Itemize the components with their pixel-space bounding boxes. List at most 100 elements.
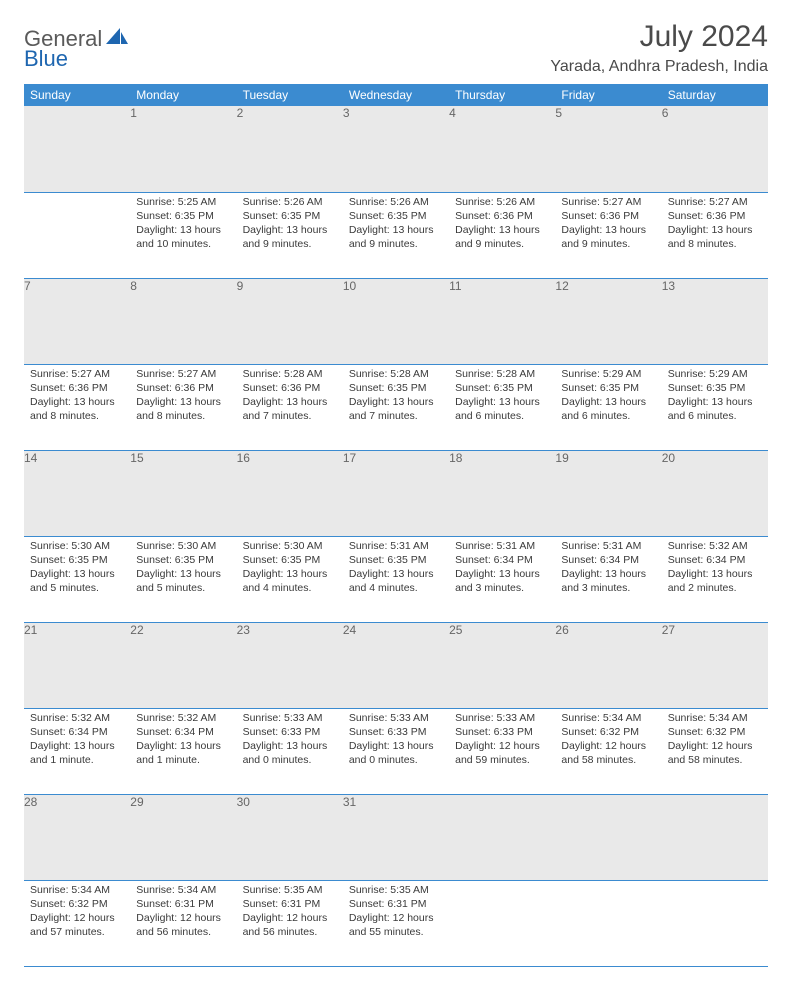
sunset-text: Sunset: 6:32 PM: [30, 897, 124, 911]
day-number: 28: [24, 794, 130, 880]
day-header: Monday: [130, 84, 236, 106]
sunrise-text: Sunrise: 5:34 AM: [30, 883, 124, 897]
daylight-text: Daylight: 13 hours: [243, 567, 337, 581]
day-header: Saturday: [662, 84, 768, 106]
sunset-text: Sunset: 6:36 PM: [668, 209, 762, 223]
sunset-text: Sunset: 6:32 PM: [668, 725, 762, 739]
daylight-text: Daylight: 13 hours: [668, 567, 762, 581]
daylight-text2: and 4 minutes.: [243, 581, 337, 595]
day-content: Sunrise: 5:28 AMSunset: 6:36 PMDaylight:…: [237, 365, 343, 428]
day-content: Sunrise: 5:34 AMSunset: 6:32 PMDaylight:…: [662, 709, 768, 772]
day-number: 12: [555, 278, 661, 364]
day-number: 13: [662, 278, 768, 364]
day-cell: Sunrise: 5:31 AMSunset: 6:35 PMDaylight:…: [343, 536, 449, 622]
day-content: Sunrise: 5:27 AMSunset: 6:36 PMDaylight:…: [662, 193, 768, 256]
day-number: 20: [662, 450, 768, 536]
sunset-text: Sunset: 6:35 PM: [668, 381, 762, 395]
day-cell: Sunrise: 5:29 AMSunset: 6:35 PMDaylight:…: [555, 364, 661, 450]
sunset-text: Sunset: 6:35 PM: [349, 381, 443, 395]
day-number: [449, 794, 555, 880]
sunset-text: Sunset: 6:35 PM: [349, 209, 443, 223]
daylight-text: Daylight: 13 hours: [136, 739, 230, 753]
day-cell: Sunrise: 5:26 AMSunset: 6:35 PMDaylight:…: [237, 192, 343, 278]
sunrise-text: Sunrise: 5:34 AM: [561, 711, 655, 725]
day-number-row: 21222324252627: [24, 622, 768, 708]
daylight-text: Daylight: 13 hours: [668, 395, 762, 409]
sunset-text: Sunset: 6:34 PM: [136, 725, 230, 739]
sunset-text: Sunset: 6:36 PM: [136, 381, 230, 395]
daylight-text: Daylight: 12 hours: [561, 739, 655, 753]
day-number: 24: [343, 622, 449, 708]
sunset-text: Sunset: 6:36 PM: [561, 209, 655, 223]
sunrise-text: Sunrise: 5:25 AM: [136, 195, 230, 209]
day-number: 19: [555, 450, 661, 536]
day-number: 10: [343, 278, 449, 364]
sunrise-text: Sunrise: 5:26 AM: [455, 195, 549, 209]
day-content: Sunrise: 5:30 AMSunset: 6:35 PMDaylight:…: [237, 537, 343, 600]
day-cell: Sunrise: 5:28 AMSunset: 6:36 PMDaylight:…: [237, 364, 343, 450]
day-cell: Sunrise: 5:27 AMSunset: 6:36 PMDaylight:…: [555, 192, 661, 278]
daylight-text: Daylight: 13 hours: [349, 223, 443, 237]
day-number: 21: [24, 622, 130, 708]
daylight-text2: and 2 minutes.: [668, 581, 762, 595]
day-cell: Sunrise: 5:32 AMSunset: 6:34 PMDaylight:…: [130, 708, 236, 794]
sail-icon: [106, 26, 128, 52]
daylight-text: Daylight: 13 hours: [455, 567, 549, 581]
day-number: 27: [662, 622, 768, 708]
daylight-text: Daylight: 12 hours: [349, 911, 443, 925]
sunrise-text: Sunrise: 5:31 AM: [455, 539, 549, 553]
location-subtitle: Yarada, Andhra Pradesh, India: [550, 58, 768, 76]
sunrise-text: Sunrise: 5:29 AM: [668, 367, 762, 381]
day-number: 18: [449, 450, 555, 536]
day-content: Sunrise: 5:34 AMSunset: 6:32 PMDaylight:…: [24, 881, 130, 944]
daylight-text: Daylight: 13 hours: [561, 567, 655, 581]
day-cell: Sunrise: 5:27 AMSunset: 6:36 PMDaylight:…: [662, 192, 768, 278]
sunrise-text: Sunrise: 5:32 AM: [30, 711, 124, 725]
day-number: [662, 794, 768, 880]
day-number-row: 14151617181920: [24, 450, 768, 536]
day-cell: Sunrise: 5:26 AMSunset: 6:36 PMDaylight:…: [449, 192, 555, 278]
daylight-text: Daylight: 12 hours: [243, 911, 337, 925]
day-content: Sunrise: 5:32 AMSunset: 6:34 PMDaylight:…: [662, 537, 768, 600]
daylight-text: Daylight: 13 hours: [561, 395, 655, 409]
day-content: Sunrise: 5:35 AMSunset: 6:31 PMDaylight:…: [237, 881, 343, 944]
day-number: 17: [343, 450, 449, 536]
daylight-text2: and 1 minute.: [136, 753, 230, 767]
daylight-text2: and 55 minutes.: [349, 925, 443, 939]
calendar-table: Sunday Monday Tuesday Wednesday Thursday…: [24, 84, 768, 967]
day-number: 29: [130, 794, 236, 880]
daylight-text2: and 0 minutes.: [349, 753, 443, 767]
week-row: Sunrise: 5:34 AMSunset: 6:32 PM Daylight:…: [24, 880, 768, 966]
day-number: 25: [449, 622, 555, 708]
day-cell: Sunrise: 5:28 AMSunset: 6:35 PMDaylight:…: [343, 364, 449, 450]
sunrise-text: Sunrise: 5:33 AM: [349, 711, 443, 725]
day-cell: Sunrise: 5:28 AMSunset: 6:35 PMDaylight:…: [449, 364, 555, 450]
day-cell: Sunrise: 5:31 AMSunset: 6:34 PMDaylight:…: [449, 536, 555, 622]
daylight-text: Daylight: 12 hours: [668, 739, 762, 753]
day-number: 9: [237, 278, 343, 364]
day-number-row: 28293031: [24, 794, 768, 880]
daylight-text: Daylight: 13 hours: [30, 739, 124, 753]
sunset-text: Sunset: 6:35 PM: [243, 553, 337, 567]
day-cell: Sunrise: 5:30 AMSunset: 6:35 PMDaylight:…: [24, 536, 130, 622]
sunrise-text: Sunrise: 5:30 AM: [30, 539, 124, 553]
day-number: 22: [130, 622, 236, 708]
daylight-text: Daylight: 13 hours: [136, 223, 230, 237]
sunrise-text: Sunrise: 5:33 AM: [455, 711, 549, 725]
daylight-text2: and 9 minutes.: [349, 237, 443, 251]
day-cell: Sunrise: 5:30 AMSunset: 6:35 PMDaylight:…: [130, 536, 236, 622]
daylight-text2: and 3 minutes.: [561, 581, 655, 595]
daylight-text2: and 4 minutes.: [349, 581, 443, 595]
sunrise-text: Sunrise: 5:30 AM: [136, 539, 230, 553]
day-header: Wednesday: [343, 84, 449, 106]
sunrise-text: Sunrise: 5:32 AM: [136, 711, 230, 725]
day-cell: Sunrise: 5:32 AMSunset: 6:34 PMDaylight:…: [662, 536, 768, 622]
title-block: July 2024 Yarada, Andhra Pradesh, India: [550, 20, 768, 76]
day-content: Sunrise: 5:26 AMSunset: 6:35 PMDaylight:…: [343, 193, 449, 256]
sunset-text: Sunset: 6:35 PM: [136, 209, 230, 223]
day-content: Sunrise: 5:30 AMSunset: 6:35 PMDaylight:…: [24, 537, 130, 600]
daylight-text: Daylight: 13 hours: [455, 223, 549, 237]
day-number: 11: [449, 278, 555, 364]
day-number: 23: [237, 622, 343, 708]
week-row: Sunrise: 5:27 AMSunset: 6:36 PMDaylight:…: [24, 364, 768, 450]
